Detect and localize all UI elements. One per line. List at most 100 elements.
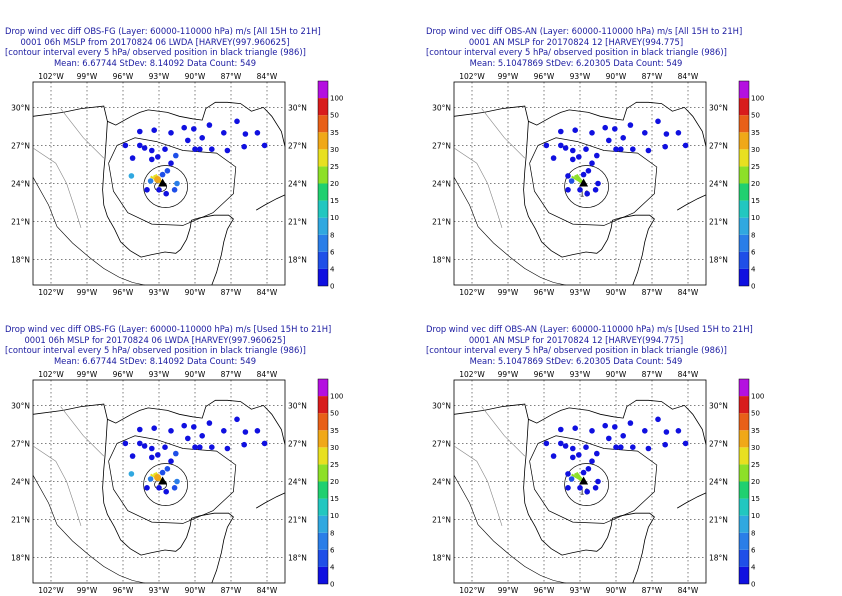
colorbar-tick-label: 10 [330,214,339,222]
observation-dot [154,474,162,481]
colorbar-segment [739,217,749,235]
observation-dot [550,453,557,459]
title-line: 0001 06h MSLP from 20170824 06 LWDA [HAR… [20,36,290,47]
observation-dot [163,488,169,495]
colorbar-tick-label: 25 [751,461,760,469]
colorbar-tick-label: 0 [751,581,755,589]
observation-dot [663,429,670,435]
storm-position-triangle [158,178,168,187]
pressure-contour [529,435,658,524]
observation-dot [168,428,174,434]
colorbar-segment [739,549,749,567]
colorbar-tick-label: 30 [330,444,339,452]
colorbar-tick-label: 6 [330,248,335,256]
observation-dot [595,180,601,187]
observation-dot [149,454,155,461]
lat-tick-label-left: 27°N [11,439,30,448]
observation-dot [550,155,557,161]
colorbar-tick-label: 35 [330,129,339,137]
lat-tick-label-right: 24°N [288,478,307,487]
lon-tick-label-top: 84°W [678,370,699,379]
observation-dot [174,180,180,187]
lon-tick-label-top: 99°W [77,72,98,81]
observation-dot [589,458,595,464]
mexico-coastline [523,121,655,286]
observation-dot [580,469,587,476]
colorbar-segment [318,413,328,431]
state-border-line [32,445,82,526]
border-line [60,108,105,159]
observation-dot [602,124,608,131]
pressure-contour [143,165,188,208]
observation-dot [583,444,589,450]
observation-dot [261,440,268,447]
lon-tick-label-top: 96°W [113,72,134,81]
panel-bottom-left: Drop wind vec diff OBS-FG (Layer: 60000-… [0,298,421,596]
observation-dot [185,435,191,442]
state-border-line [453,445,503,526]
observation-dot [149,445,155,452]
panel-title: Drop wind vec diff OBS-FG (Layer: 60000-… [5,324,331,366]
colorbar-tick-label: 4 [751,563,756,571]
observation-dot [181,422,187,429]
observation-dot [618,444,624,450]
observation-dot [589,130,595,136]
lon-tick-label-bottom: 96°W [534,586,555,595]
lon-tick-label-bottom: 84°W [678,288,699,297]
lon-tick-label-bottom: 102°W [459,288,485,297]
observation-dot [612,424,618,430]
observation-dot [159,171,166,178]
observation-dot [585,466,592,472]
lon-tick-label-bottom: 93°W [149,586,170,595]
pressure-contour [564,165,609,208]
graticule [33,380,285,583]
observation-dot [122,142,129,149]
lat-tick-label-right: 24°N [288,180,307,189]
colorbar-tick-label: 30 [751,146,760,154]
lat-tick-label-left: 21°N [432,516,451,525]
colorbar-tick-label: 15 [330,495,339,503]
observation-dot [149,147,155,154]
observation-dot [565,485,571,491]
observation-dot [612,126,618,132]
observation-dot [630,146,636,152]
observation-dot [171,485,178,491]
lon-tick-label-bottom: 102°W [38,586,64,595]
observation-dot [565,173,571,179]
colorbar-tick-label: 10 [751,512,760,520]
lon-tick-label-top: 90°W [185,72,206,81]
observation-dot [543,440,550,447]
colorbar-tick-label: 100 [330,95,343,103]
observation-dot [562,145,569,151]
observation-dot [254,428,261,434]
colorbar-segment [739,251,749,269]
colorbar-segment [739,515,749,533]
us-coastline [32,101,286,147]
colorbar-segment [739,183,749,201]
observation-dot [173,152,179,159]
storm-position-triangle [579,178,589,187]
observation-dot [594,450,600,457]
lon-tick-label-top: 99°W [498,370,519,379]
pressure-contour [143,463,188,506]
panel-top-right: Drop wind vec diff OBS-AN (Layer: 60000-… [421,0,842,298]
observation-dot [241,441,247,448]
observation-dot [662,441,668,448]
lat-tick-label-left: 24°N [432,180,451,189]
colorbar: 0 4 6 8 10 15 20 25 30 35 50 100 [317,378,343,589]
colorbar-segment [739,447,749,465]
observation-dot [174,478,180,485]
colorbar-segment [318,481,328,499]
title-line: [contour interval every 5 hPa/ observed … [426,47,727,57]
pressure-contour [564,463,609,506]
colorbar-segment [739,498,749,516]
observation-dot [141,145,148,151]
lon-tick-label-bottom: 102°W [459,586,485,595]
map-plot: 102°W 102°W 99°W 99°W 96°W 96°W 93°W 93°W 90°W 90… [11,370,343,595]
colorbar-segment [739,430,749,448]
mexico-pacific-coast [453,475,566,584]
title-line: Mean: 5.1047869 StDev: 6.20305 Data Coun… [469,355,683,366]
graticule [454,380,706,583]
lat-tick-label-right: 30°N [709,401,728,410]
observation-dot [234,118,240,125]
